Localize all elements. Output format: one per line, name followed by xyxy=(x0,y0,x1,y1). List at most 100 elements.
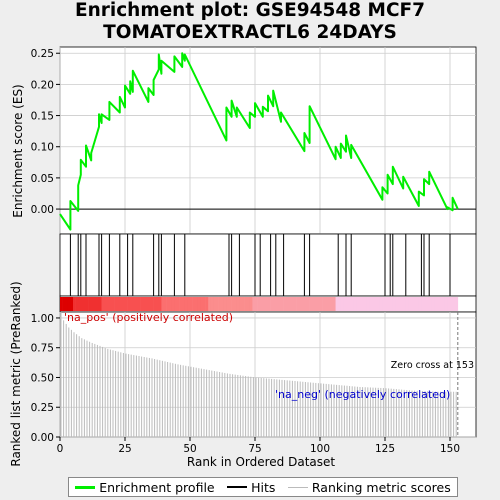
ranking-x-tick-label: 25 xyxy=(118,443,131,455)
legend-item-hits: Hits xyxy=(227,480,275,495)
ranking-x-tick-label: 150 xyxy=(440,443,460,455)
color-bar-cell xyxy=(382,297,386,311)
color-bar-cell xyxy=(372,297,375,311)
color-bar-cell xyxy=(411,297,414,311)
enrichment-y-axis-label: Enrichment score (ES) xyxy=(11,84,25,217)
enrichment-y-tick-label: 0.10 xyxy=(31,142,54,154)
color-bar-cell xyxy=(418,297,422,311)
title-line-2: TOMATOEXTRACTL6 24DAYS xyxy=(103,22,397,43)
legend-swatch-ranking-metric-scores xyxy=(287,486,308,488)
enrichment-y-tick-label: 0.15 xyxy=(31,111,54,123)
color-bar-cell xyxy=(138,297,141,311)
color-bar-cell xyxy=(75,297,79,311)
color-bar-cell xyxy=(447,297,451,311)
legend-swatch-hits xyxy=(227,486,248,488)
color-bar-cell xyxy=(218,297,222,311)
color-bar-cell xyxy=(317,297,321,311)
color-bar-cell xyxy=(203,297,206,311)
hits-panel-frame xyxy=(59,233,477,297)
enrichment-panel-frame xyxy=(59,46,477,235)
enrichment-panel: 0.00 0.05 0.10 0.15 0.20 0.25 Enrichment scor… xyxy=(11,46,477,235)
color-bar-cell xyxy=(239,297,243,311)
color-bar-cell xyxy=(205,297,209,311)
color-bar-cell xyxy=(335,297,339,311)
color-bar-cell xyxy=(153,297,157,311)
color-bar-cell xyxy=(213,297,217,311)
color-bar-cell xyxy=(398,297,401,311)
color-bar-cell xyxy=(351,297,355,311)
color-bar-cell xyxy=(281,297,284,311)
color-bar-cell xyxy=(190,297,193,311)
color-bar-cell xyxy=(229,297,232,311)
color-bar-cell xyxy=(273,297,277,311)
color-bar-cell xyxy=(387,297,391,311)
color-bar-cell xyxy=(169,297,173,311)
color-bar-cell xyxy=(192,297,196,311)
color-bar-cell xyxy=(148,297,152,311)
ranking-grid xyxy=(59,312,476,438)
ranking-x-tick-label: 75 xyxy=(248,443,261,455)
color-bar-cell xyxy=(244,297,248,311)
color-bar-cell xyxy=(109,297,113,311)
color-bar-cell xyxy=(140,297,144,311)
color-bar-cell xyxy=(268,297,271,311)
color-bar-cell xyxy=(413,297,417,311)
hits-panel xyxy=(59,233,477,297)
color-bar-cell xyxy=(291,297,295,311)
color-bar-cell xyxy=(340,297,344,311)
ranking-y-tick-label: 0.75 xyxy=(31,343,54,355)
color-bar-cell xyxy=(314,297,318,311)
color-bar-cell xyxy=(67,297,71,311)
color-bar-cell xyxy=(405,297,409,311)
color-bar-cell xyxy=(359,297,362,311)
color-bar-cell xyxy=(125,297,128,311)
color-bar-cell xyxy=(288,297,292,311)
ranking-x-tick-label: 50 xyxy=(183,443,196,455)
color-bar-cell xyxy=(177,297,180,311)
title-line-1: Enrichment plot: GSE94548 MCF7 xyxy=(74,0,426,21)
ranking-panel: Zero cross at 153 'na_pos' (positively c… xyxy=(9,281,477,469)
color-bar-cell xyxy=(333,297,336,311)
color-bar-cell xyxy=(283,297,287,311)
color-bar-cell xyxy=(366,297,370,311)
color-bar-cells xyxy=(60,297,459,311)
enrichment-y-tick-label: 0.20 xyxy=(31,79,54,91)
color-bar-cell xyxy=(325,297,329,311)
color-bar-cell xyxy=(431,297,435,311)
color-bar-cell xyxy=(296,297,300,311)
color-bar-cell xyxy=(101,297,105,311)
enrichment-y-tick-label: 0.05 xyxy=(31,173,54,185)
color-bar-cell xyxy=(70,297,74,311)
color-bar-cell xyxy=(260,297,264,311)
color-bar-cell xyxy=(356,297,360,311)
color-bar-cell xyxy=(151,297,154,311)
color-bar-cell xyxy=(322,297,326,311)
color-bar-cell xyxy=(392,297,396,311)
color-bar-cell xyxy=(343,297,347,311)
legend-item-enrichment-profile: Enrichment profile xyxy=(75,480,215,495)
color-bar-cell xyxy=(112,297,115,311)
color-bar-cell xyxy=(379,297,383,311)
color-bar-cell xyxy=(255,297,258,311)
color-bar-cell xyxy=(234,297,238,311)
enrichment-profile-line xyxy=(59,52,459,231)
color-bar-cell xyxy=(83,297,87,311)
ranking-metric-bars xyxy=(60,312,457,437)
color-bar-cell xyxy=(377,297,381,311)
positive-correlation-label: 'na_pos' (positively correlated) xyxy=(64,311,233,324)
color-bar-cell xyxy=(348,297,352,311)
color-bar-cell xyxy=(86,297,89,311)
color-bar-cell xyxy=(78,297,82,311)
color-bar-cell xyxy=(195,297,199,311)
ranking-y-tick-label: 0.00 xyxy=(31,432,54,444)
color-bar-cell xyxy=(439,297,443,311)
color-bar-cell xyxy=(80,297,84,311)
color-bar-cell xyxy=(429,297,433,311)
legend-item-ranking-metric-scores: Ranking metric scores xyxy=(287,480,451,495)
color-bar-cell xyxy=(60,297,63,311)
ranking-y-ticks: 0.00 0.25 0.50 0.75 1.00 xyxy=(31,313,60,444)
color-bar-cell xyxy=(91,297,95,311)
color-bar-cell xyxy=(197,297,201,311)
color-bar-cell xyxy=(145,297,149,311)
color-bar-cell xyxy=(408,297,412,311)
